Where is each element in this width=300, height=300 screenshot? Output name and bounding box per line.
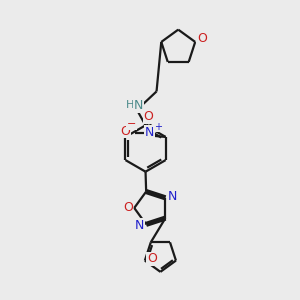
Text: N: N <box>167 190 177 203</box>
Text: O: O <box>144 110 154 123</box>
Text: N: N <box>134 99 143 112</box>
Text: O: O <box>197 32 207 46</box>
Text: N: N <box>145 126 154 139</box>
Text: N: N <box>135 219 144 232</box>
Text: −: − <box>127 119 136 129</box>
Text: O: O <box>123 202 133 214</box>
Text: O: O <box>147 252 157 265</box>
Text: +: + <box>154 122 162 132</box>
Text: H: H <box>126 100 134 110</box>
Text: O: O <box>121 125 130 138</box>
